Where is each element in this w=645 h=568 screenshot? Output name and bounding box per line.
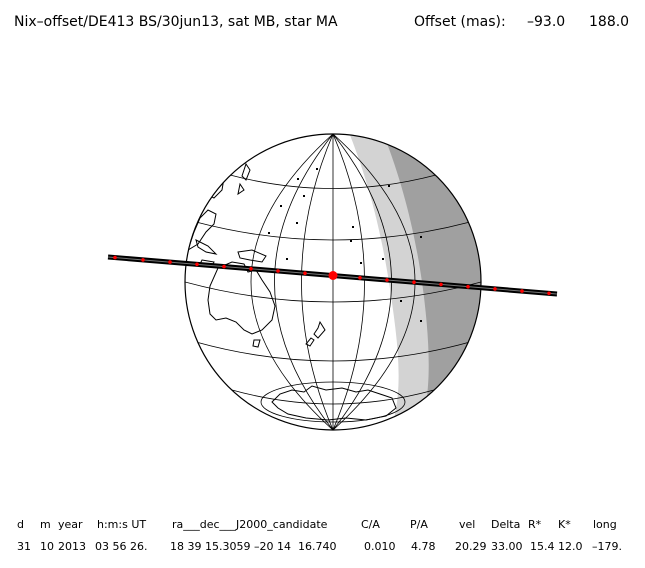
table-header-cell: P/A <box>410 518 428 531</box>
island <box>388 185 390 187</box>
island <box>296 222 298 224</box>
meridian <box>301 134 334 430</box>
island <box>420 236 422 238</box>
central-position-marker <box>328 271 338 280</box>
path-marker <box>385 278 389 282</box>
table-value-cell: –179. <box>592 540 622 553</box>
table-header-cell: long <box>593 518 617 531</box>
island <box>280 205 282 207</box>
japan-coastline <box>237 162 251 196</box>
island <box>350 240 352 242</box>
path-marker <box>141 258 145 262</box>
table-header-cell: Delta <box>491 518 521 531</box>
islands <box>268 168 422 322</box>
meridian <box>274 134 334 430</box>
path-marker <box>547 291 551 296</box>
path-marker <box>439 282 443 287</box>
table-value-cell: 31 <box>17 540 31 553</box>
path-marker <box>249 267 253 271</box>
table-header-cell: C/A <box>361 518 380 531</box>
path-marker <box>276 269 280 273</box>
offset-label: Offset (mas): <box>414 14 506 30</box>
meridian <box>332 134 365 430</box>
table-header-cell: year <box>58 518 83 531</box>
table-value-cell: 2013 <box>58 540 86 553</box>
table-value-cell: 10 <box>40 540 54 553</box>
shadow-path <box>107 254 558 297</box>
path-marker <box>520 289 524 293</box>
island <box>286 258 288 260</box>
path-marker <box>222 264 226 269</box>
island <box>382 258 384 260</box>
table-value-cell: 15.4 <box>530 540 555 553</box>
island <box>316 168 318 170</box>
path-marker <box>358 276 362 280</box>
table-value-cell: 0.010 <box>364 540 396 553</box>
path-markers <box>113 255 551 296</box>
plot-title: Nix–offset/DE413 BS/30jun13, sat MB, sta… <box>14 14 338 30</box>
island <box>297 178 299 180</box>
table-header-cell: vel <box>459 518 476 531</box>
globe-outline <box>184 133 482 431</box>
island <box>360 262 362 264</box>
tasmania-coastline <box>252 339 261 348</box>
table-value-cell: 03 56 26. <box>95 540 148 553</box>
island <box>268 232 270 234</box>
offset-x-value: –93.0 <box>527 14 566 30</box>
table-header-cell: d <box>17 518 24 531</box>
table-header-cell: h:m:s UT <box>97 518 147 531</box>
parallel <box>195 341 471 362</box>
new-zealand-coastline <box>305 320 326 347</box>
table-value-cell: 33.00 <box>491 540 523 553</box>
table-value-cell: 12.0 <box>558 540 583 553</box>
australia-coastline <box>207 261 276 335</box>
path-marker <box>493 287 497 291</box>
path-marker <box>303 271 307 276</box>
table-header-cell: R* <box>528 518 542 531</box>
path-marker <box>466 284 470 289</box>
table-value-cell: 4.78 <box>411 540 436 553</box>
island <box>352 226 354 228</box>
antarctica-coastline <box>271 385 397 421</box>
parallel <box>229 174 437 189</box>
table-value-cell: 18 39 15.3059 –20 14 16.740 <box>170 540 337 553</box>
new-guinea-coastline <box>237 249 267 263</box>
island <box>400 300 402 302</box>
offset-y-value: 188.0 <box>589 14 630 30</box>
parallel <box>260 381 406 423</box>
island <box>303 195 305 197</box>
parallel <box>185 281 481 303</box>
table-header-cell: ra___dec___J2000_candidate <box>172 518 328 531</box>
table-header-cell: K* <box>558 518 571 531</box>
path-marker <box>113 255 117 260</box>
island <box>420 320 422 322</box>
parallel <box>231 389 435 405</box>
table-value-cell: 20.29 <box>455 540 487 553</box>
parallel <box>195 221 471 241</box>
table-header-cell: m <box>40 518 51 531</box>
path-marker <box>168 260 172 264</box>
path-marker <box>412 280 416 285</box>
path-marker <box>195 262 199 267</box>
